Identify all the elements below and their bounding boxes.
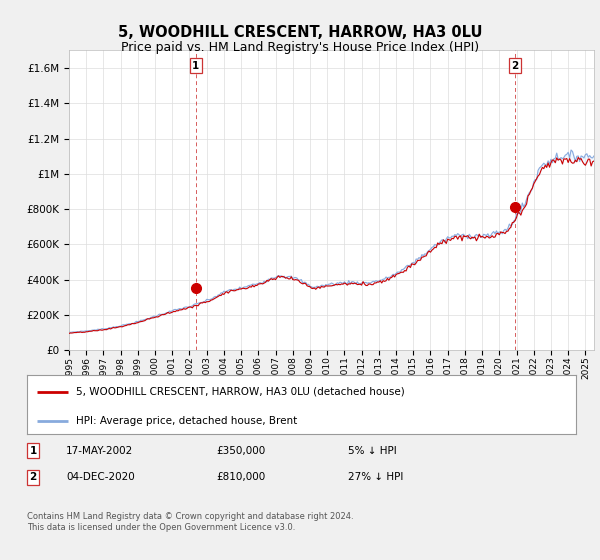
Text: 5% ↓ HPI: 5% ↓ HPI: [348, 446, 397, 456]
Text: 04-DEC-2020: 04-DEC-2020: [66, 472, 135, 482]
Text: 5, WOODHILL CRESCENT, HARROW, HA3 0LU (detached house): 5, WOODHILL CRESCENT, HARROW, HA3 0LU (d…: [76, 386, 405, 396]
Text: 5, WOODHILL CRESCENT, HARROW, HA3 0LU: 5, WOODHILL CRESCENT, HARROW, HA3 0LU: [118, 25, 482, 40]
Text: £350,000: £350,000: [216, 446, 265, 456]
Text: 1: 1: [192, 61, 199, 71]
Text: 27% ↓ HPI: 27% ↓ HPI: [348, 472, 403, 482]
Text: Price paid vs. HM Land Registry's House Price Index (HPI): Price paid vs. HM Land Registry's House …: [121, 41, 479, 54]
Text: Contains HM Land Registry data © Crown copyright and database right 2024.
This d: Contains HM Land Registry data © Crown c…: [27, 512, 353, 532]
Text: 2: 2: [512, 61, 519, 71]
Text: 1: 1: [29, 446, 37, 456]
Text: HPI: Average price, detached house, Brent: HPI: Average price, detached house, Bren…: [76, 416, 298, 426]
Text: £810,000: £810,000: [216, 472, 265, 482]
Text: 17-MAY-2002: 17-MAY-2002: [66, 446, 133, 456]
Text: 2: 2: [29, 472, 37, 482]
